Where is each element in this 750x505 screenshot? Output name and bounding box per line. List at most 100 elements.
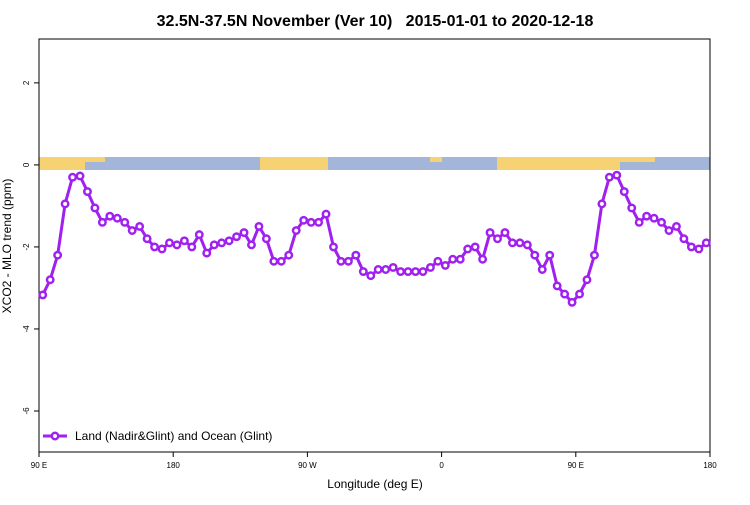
data-point <box>545 250 555 260</box>
series-line <box>41 173 708 305</box>
data-point <box>38 290 48 300</box>
x-tick-label: 90 W <box>298 461 317 470</box>
data-point <box>478 254 488 264</box>
data-point <box>135 221 145 231</box>
data-point <box>612 170 622 180</box>
data-point <box>381 265 391 274</box>
data-point <box>68 172 78 182</box>
data-point <box>247 240 256 250</box>
x-tick-label: 90 E <box>568 461 584 470</box>
data-point <box>433 256 443 266</box>
data-point <box>582 275 592 285</box>
data-point <box>694 244 704 254</box>
x-axis-label: Longitude (deg E) <box>327 477 422 491</box>
data-point <box>470 242 480 252</box>
data-point <box>224 236 234 246</box>
data-point <box>396 267 406 276</box>
data-point <box>619 187 629 197</box>
data-point <box>112 213 122 223</box>
plot-frame <box>38 38 711 453</box>
data-point <box>657 217 666 227</box>
y-tick-label: 2 <box>22 80 31 85</box>
x-tick-label: 0 <box>439 461 444 470</box>
data-point <box>105 211 115 221</box>
data-point <box>530 250 540 260</box>
data-point <box>254 221 264 231</box>
land-ocean-mask <box>39 157 710 170</box>
data-point <box>291 226 301 235</box>
data-point <box>239 228 249 238</box>
data-point <box>567 297 577 307</box>
data-point <box>150 242 160 252</box>
y-axis-label: XCO2 - MLO trend (ppm) <box>0 179 14 314</box>
y-tick-label: -4 <box>22 325 31 333</box>
data-point <box>425 262 435 272</box>
data-point <box>165 238 174 248</box>
data-point <box>75 171 85 181</box>
data-point <box>552 281 562 291</box>
data-point <box>217 238 227 248</box>
data-point <box>90 203 100 213</box>
data-point <box>522 240 532 250</box>
data-point <box>373 265 383 274</box>
data-point <box>351 250 361 260</box>
data-point <box>701 238 711 248</box>
data-point <box>142 234 152 244</box>
y-tick-label: -2 <box>22 243 31 251</box>
data-point <box>127 226 137 235</box>
legend-marker <box>50 431 60 441</box>
data-point <box>194 230 204 240</box>
data-point <box>455 254 465 264</box>
data-point <box>485 228 495 238</box>
data-point <box>403 267 413 276</box>
data-point <box>306 217 316 227</box>
data-point <box>500 228 510 238</box>
data-point <box>634 217 644 227</box>
data-point <box>560 289 570 299</box>
data-point <box>83 187 92 197</box>
data-point <box>463 244 473 254</box>
data-point <box>209 240 219 250</box>
data-point <box>589 250 599 260</box>
data-point <box>232 232 242 242</box>
data-point <box>448 254 458 264</box>
data-point <box>440 260 450 270</box>
data-point <box>686 242 696 252</box>
chart-title: 32.5N-37.5N November (Ver 10) 2015-01-01… <box>157 13 594 30</box>
data-point <box>597 199 607 209</box>
data-point <box>97 217 107 227</box>
data-point <box>321 209 331 219</box>
data-point <box>537 265 547 274</box>
data-point <box>343 256 353 266</box>
data-point <box>507 238 517 248</box>
data-point <box>649 213 659 223</box>
y-tick-label: -6 <box>22 407 31 415</box>
data-point <box>45 275 55 285</box>
data-point <box>120 217 130 227</box>
data-point <box>358 267 368 276</box>
data-point <box>493 234 502 244</box>
y-tick-label: 0 <box>22 162 31 167</box>
data-point <box>604 172 614 182</box>
data-point <box>299 215 309 225</box>
data-point <box>187 242 197 252</box>
x-tick-label: 180 <box>167 461 181 470</box>
x-tick-label: 90 E <box>31 461 47 470</box>
data-point <box>679 234 689 244</box>
data-point <box>53 250 63 260</box>
x-tick-label: 180 <box>703 461 717 470</box>
data-point <box>418 267 428 276</box>
data-point <box>515 238 525 248</box>
data-point <box>179 236 189 246</box>
data-point <box>329 242 338 252</box>
data-point <box>627 203 637 213</box>
data-point <box>366 271 376 281</box>
data-point <box>388 262 398 272</box>
data-point <box>157 244 167 254</box>
data-point <box>575 289 584 299</box>
data-point <box>672 221 681 231</box>
data-point <box>60 199 70 209</box>
data-point <box>642 211 652 221</box>
data-point <box>276 256 286 266</box>
